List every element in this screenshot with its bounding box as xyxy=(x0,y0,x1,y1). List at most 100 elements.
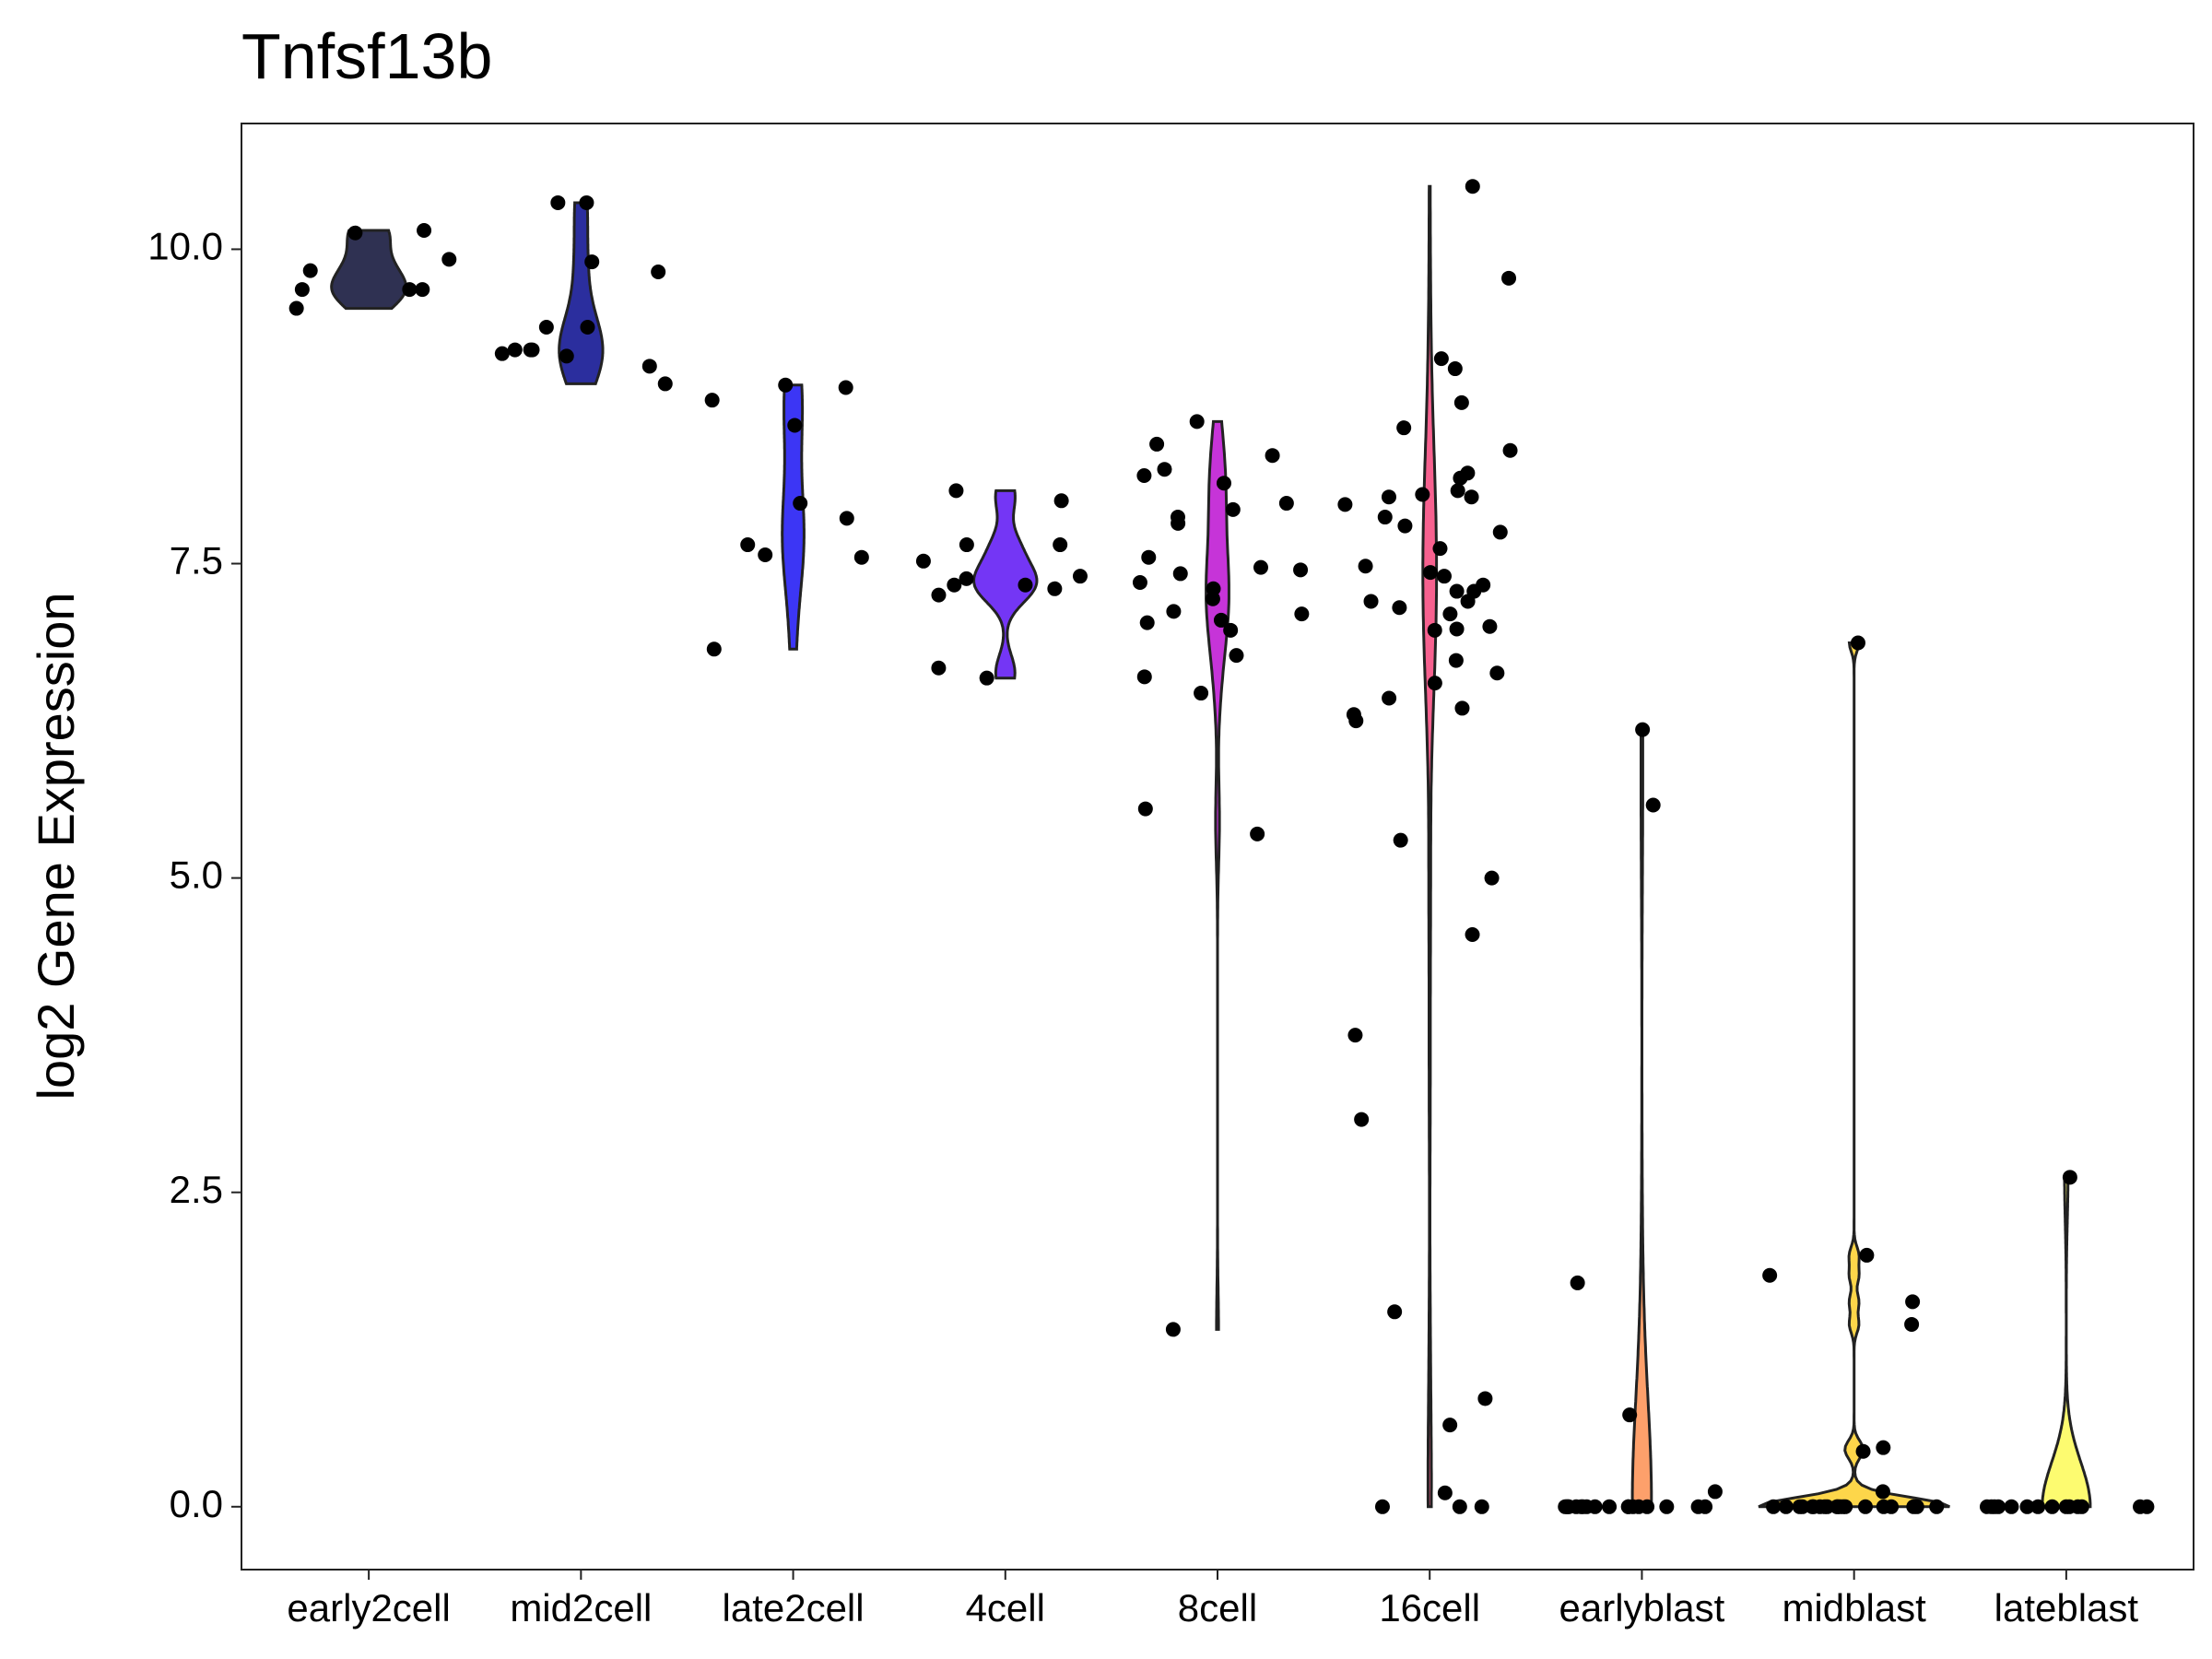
point xyxy=(1354,1112,1370,1127)
point xyxy=(1415,487,1430,502)
point xyxy=(1476,577,1491,593)
point xyxy=(1396,420,1412,436)
point xyxy=(1436,569,1452,584)
point xyxy=(1072,569,1088,584)
point xyxy=(1382,690,1397,706)
point xyxy=(1645,797,1661,813)
point xyxy=(507,342,523,358)
point xyxy=(1452,1499,1467,1514)
point xyxy=(1216,476,1231,491)
point xyxy=(1635,722,1651,737)
point xyxy=(959,571,974,586)
point xyxy=(2074,1499,2089,1514)
violin xyxy=(1421,184,1439,1509)
y-tick-label: 2.5 xyxy=(170,1168,223,1211)
point xyxy=(839,511,854,526)
chart-title: Tnfsf13b xyxy=(241,20,492,92)
point xyxy=(1397,518,1413,534)
x-tick-label: midblast xyxy=(1782,1586,1926,1630)
point xyxy=(641,359,657,374)
point xyxy=(1904,1316,1920,1332)
y-tick-label: 5.0 xyxy=(170,853,223,897)
violin xyxy=(1630,728,1653,1509)
point xyxy=(1427,622,1442,638)
point xyxy=(1293,562,1309,578)
point xyxy=(1387,1304,1403,1320)
point xyxy=(1442,606,1458,622)
point xyxy=(2133,1499,2148,1514)
point xyxy=(1449,621,1465,637)
point xyxy=(1132,574,1147,590)
point xyxy=(1929,1499,1945,1514)
point xyxy=(1225,501,1241,517)
point xyxy=(853,549,869,565)
point xyxy=(1579,1499,1594,1514)
point xyxy=(1489,665,1505,681)
point xyxy=(1620,1499,1636,1514)
point xyxy=(915,553,931,569)
point xyxy=(931,587,947,603)
point xyxy=(1991,1499,2006,1514)
point xyxy=(579,194,594,210)
y-tick-label: 10.0 xyxy=(147,225,223,268)
point xyxy=(948,483,964,499)
point xyxy=(657,376,673,392)
point xyxy=(778,377,794,393)
point xyxy=(2019,1499,2035,1514)
point xyxy=(1464,489,1479,505)
point xyxy=(1347,1028,1363,1043)
point xyxy=(1766,1499,1782,1514)
point xyxy=(524,342,540,358)
point xyxy=(1482,618,1498,634)
point xyxy=(550,194,566,210)
point xyxy=(1857,1499,1873,1514)
x-tick-label: mid2cell xyxy=(510,1586,652,1630)
point xyxy=(1189,414,1205,429)
point xyxy=(415,282,430,298)
point xyxy=(758,547,773,562)
point xyxy=(1047,581,1063,596)
point xyxy=(294,282,310,298)
point xyxy=(1278,496,1294,512)
point xyxy=(2062,1170,2077,1185)
point xyxy=(2004,1499,2019,1514)
point xyxy=(1484,870,1500,886)
point xyxy=(1659,1499,1675,1514)
violin xyxy=(330,229,408,311)
point xyxy=(740,537,756,553)
y-axis-label: log2 Gene Expression xyxy=(27,592,85,1100)
point xyxy=(931,660,947,676)
point xyxy=(1501,270,1517,286)
point xyxy=(787,418,803,433)
point xyxy=(584,254,600,270)
point xyxy=(1794,1499,1810,1514)
x-tick-label: 16cell xyxy=(1379,1586,1480,1630)
point xyxy=(1053,493,1069,509)
point xyxy=(1250,826,1265,841)
point xyxy=(1337,497,1353,512)
point xyxy=(947,577,962,593)
point xyxy=(494,346,510,361)
point xyxy=(1139,615,1155,630)
point xyxy=(1570,1275,1585,1290)
point xyxy=(1363,594,1379,609)
point xyxy=(1477,1391,1493,1406)
x-tick-label: late2cell xyxy=(723,1586,865,1630)
point xyxy=(1460,465,1476,481)
point xyxy=(1223,622,1239,638)
point xyxy=(1449,583,1465,599)
point xyxy=(1979,1499,1994,1514)
violin xyxy=(2041,1175,2092,1509)
point xyxy=(1136,669,1152,685)
point xyxy=(1136,468,1152,484)
point xyxy=(1474,1499,1489,1514)
y-tick-label: 7.5 xyxy=(170,539,223,582)
point xyxy=(706,641,722,657)
point xyxy=(1450,483,1465,499)
violin xyxy=(972,488,1039,680)
point xyxy=(1465,927,1480,943)
point xyxy=(1374,1499,1390,1514)
point xyxy=(1294,606,1310,622)
